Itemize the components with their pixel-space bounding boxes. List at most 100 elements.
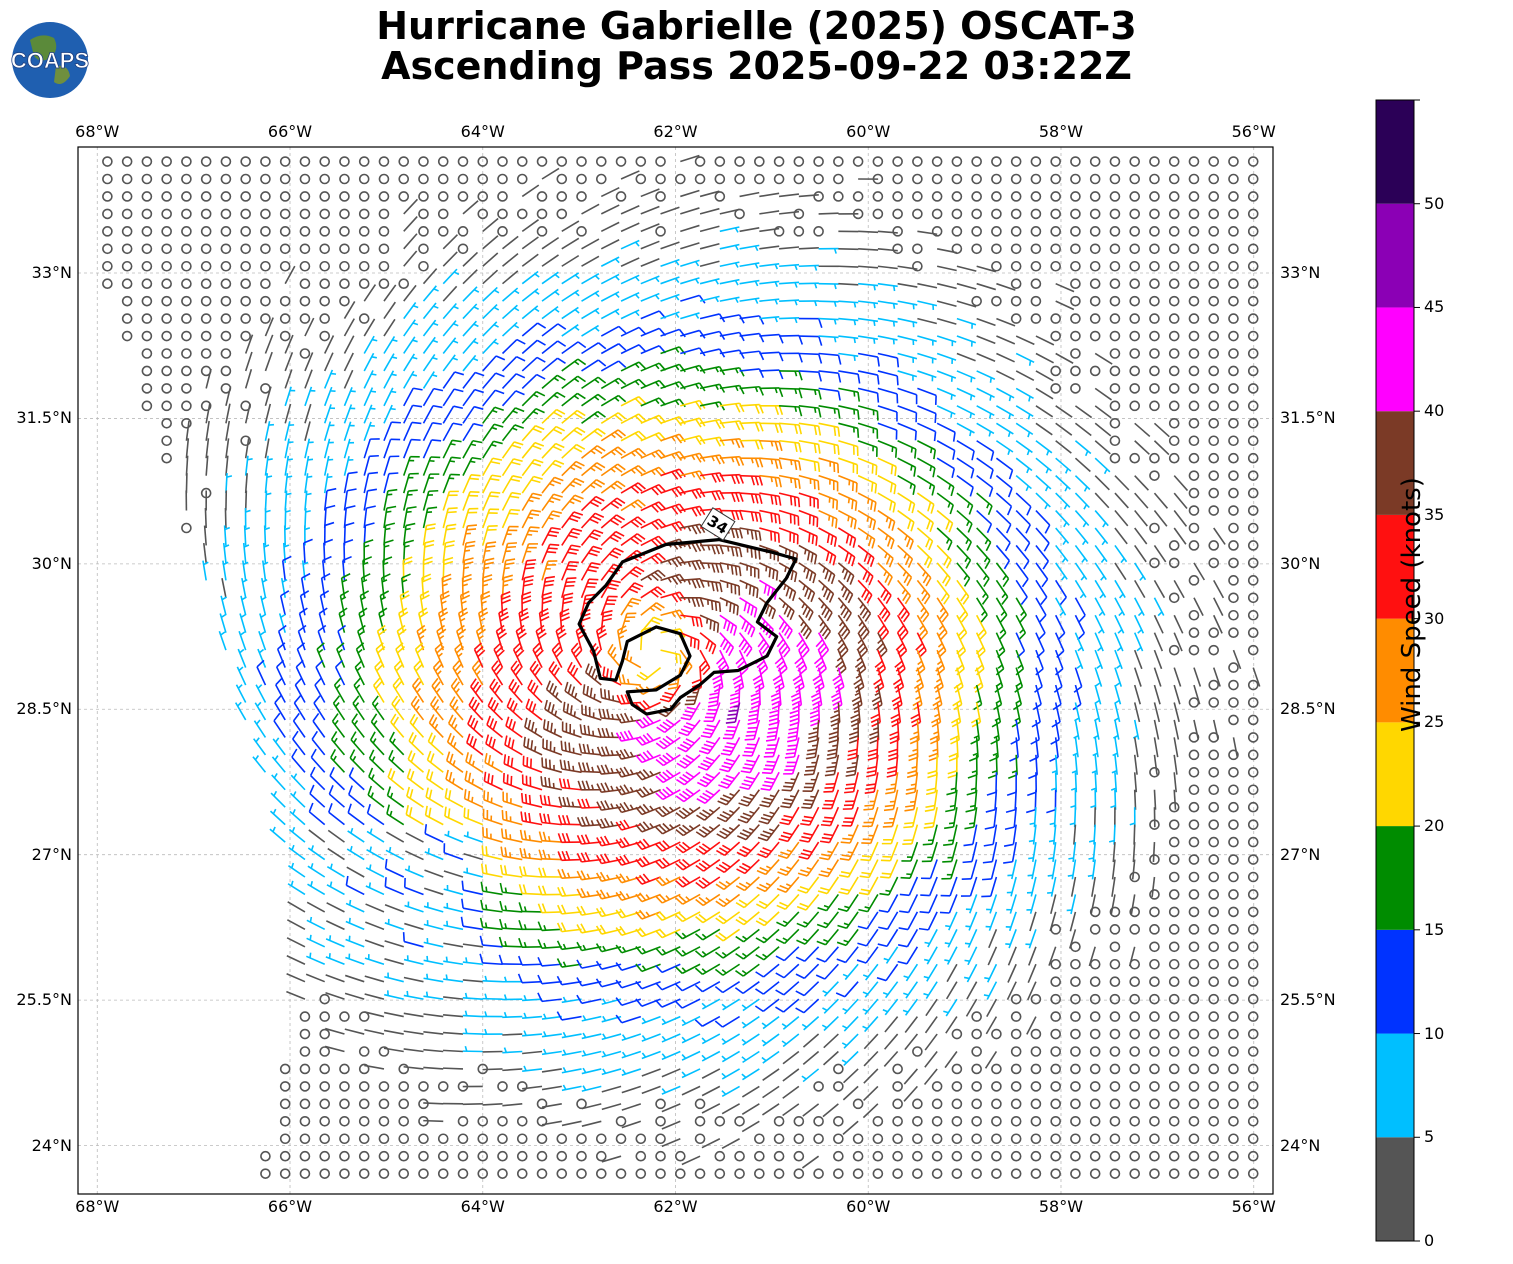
wind-barb <box>674 980 701 992</box>
wind-barb <box>318 607 328 633</box>
wind-barb <box>924 928 938 948</box>
wind-barb <box>462 540 476 564</box>
wind-barb <box>936 300 957 308</box>
wind-barb <box>437 1150 449 1162</box>
wind-barb <box>793 1133 805 1145</box>
wind-barb <box>676 771 701 786</box>
wind-barb <box>655 735 681 750</box>
wind-barb <box>976 335 996 345</box>
wind-barb <box>739 262 760 269</box>
wind-barb <box>921 841 938 863</box>
wind-barb <box>286 955 306 965</box>
wind-barb <box>857 335 879 344</box>
wind-barb <box>1070 330 1081 342</box>
wind-barb <box>299 1028 311 1040</box>
wind-barb <box>480 881 503 896</box>
wind-barb <box>1228 243 1239 255</box>
wind-barb <box>897 317 918 328</box>
wind-barb <box>521 458 544 477</box>
wind-barb <box>1074 475 1091 492</box>
wind-barb <box>489 678 504 703</box>
wind-barb <box>836 946 859 964</box>
wind-barb <box>716 841 741 857</box>
wind-barb <box>338 607 348 633</box>
wind-barb <box>1055 579 1068 606</box>
wind-barb <box>1247 191 1259 202</box>
wind-barb <box>502 1047 523 1054</box>
wind-barb <box>1129 260 1141 272</box>
wind-barb <box>1050 993 1061 1005</box>
wind-barb <box>541 340 567 355</box>
wind-barb <box>319 993 331 1005</box>
wind-barb <box>916 474 936 496</box>
lat-tick-label-right: 31.5°N <box>1280 408 1336 428</box>
wind-barb <box>960 876 978 897</box>
wind-barb <box>442 388 464 407</box>
wind-barb <box>976 579 989 605</box>
wind-barb <box>1010 1098 1022 1110</box>
wind-barb <box>286 919 306 931</box>
wind-barb <box>561 477 585 494</box>
wind-barb <box>1109 295 1121 307</box>
wind-barb <box>976 492 993 516</box>
wind-barb <box>1228 540 1239 551</box>
wind-barb <box>897 527 914 550</box>
wind-barb <box>1188 400 1200 412</box>
wind-barb <box>956 265 977 272</box>
wind-barb <box>1133 789 1137 810</box>
wind-barb <box>244 438 250 459</box>
wind-barb <box>674 928 701 940</box>
wind-barb <box>1208 697 1220 708</box>
wind-barb <box>1129 993 1141 1005</box>
wind-barb <box>1208 505 1220 516</box>
wind-barb <box>991 295 1002 307</box>
wind-barb <box>1069 807 1077 828</box>
wind-barb <box>141 260 153 272</box>
wind-barb <box>1109 1115 1121 1127</box>
wind-barb <box>1114 614 1125 634</box>
wind-barb <box>1247 575 1259 586</box>
wind-barb <box>719 278 740 286</box>
wind-barb <box>1005 911 1017 932</box>
wind-barb <box>442 422 463 442</box>
wind-barb <box>383 1047 404 1053</box>
wind-barb <box>205 403 211 424</box>
wind-barb <box>1129 330 1141 342</box>
wind-barb <box>323 487 337 511</box>
wind-barb <box>345 953 365 965</box>
wind-barb <box>699 190 720 198</box>
wind-barb <box>305 973 326 983</box>
wind-barb <box>857 405 879 421</box>
wind-barb <box>719 243 740 251</box>
wind-barb <box>1168 313 1180 324</box>
wind-barb <box>655 1133 666 1145</box>
wind-barb <box>1149 958 1160 970</box>
wind-barb <box>457 191 469 202</box>
wind-barb <box>838 474 858 493</box>
wind-barb <box>714 1115 726 1127</box>
wind-barb <box>343 404 356 424</box>
wind-barb <box>754 998 780 1012</box>
wind-barb <box>403 955 424 966</box>
wind-barb <box>857 457 878 476</box>
wind-barb <box>442 337 459 354</box>
wind-barb <box>284 455 293 476</box>
wind-barb <box>660 433 686 444</box>
wind-barb <box>141 295 153 307</box>
wind-barb <box>991 1150 1002 1162</box>
wind-barb <box>398 278 410 289</box>
wind-barb <box>1109 191 1121 202</box>
wind-barb <box>640 586 666 599</box>
wind-barb <box>1089 1133 1101 1145</box>
wind-barb <box>773 1168 785 1179</box>
wind-barb <box>418 191 429 202</box>
wind-barb <box>405 832 424 843</box>
wind-barb <box>1070 295 1081 307</box>
wind-barb <box>1074 492 1090 510</box>
wind-barb <box>419 590 430 616</box>
wind-barb <box>538 608 550 633</box>
wind-barb <box>655 769 681 784</box>
wind-barb <box>877 405 898 422</box>
wind-barb <box>387 768 405 791</box>
wind-barb <box>641 1033 661 1042</box>
